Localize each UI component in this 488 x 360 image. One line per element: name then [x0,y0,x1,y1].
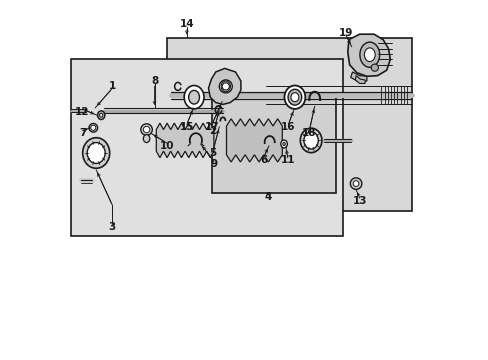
Text: 6: 6 [260,155,266,165]
Ellipse shape [364,48,374,62]
Circle shape [370,64,378,71]
Ellipse shape [143,135,149,143]
Polygon shape [355,76,365,84]
Circle shape [219,80,232,93]
Ellipse shape [359,42,379,67]
Circle shape [91,125,96,130]
Ellipse shape [184,86,203,109]
Circle shape [141,124,152,135]
Ellipse shape [300,128,321,153]
Text: 11: 11 [280,155,294,165]
Text: 13: 13 [352,196,366,206]
Polygon shape [350,72,366,82]
Polygon shape [167,38,411,211]
Text: 15: 15 [179,122,194,132]
Text: 5: 5 [209,148,216,158]
Circle shape [222,83,229,90]
Text: 3: 3 [108,222,116,232]
Ellipse shape [100,113,102,117]
Text: 8: 8 [151,76,158,86]
Text: 17: 17 [204,122,219,132]
Text: 12: 12 [75,107,90,117]
Text: 18: 18 [302,128,316,138]
Ellipse shape [284,86,305,109]
Ellipse shape [282,143,285,146]
Polygon shape [212,94,336,193]
Circle shape [352,181,358,186]
Text: 1: 1 [108,81,116,91]
Ellipse shape [188,90,199,104]
Text: 14: 14 [179,19,194,30]
Polygon shape [347,34,389,76]
Text: 19: 19 [338,28,352,38]
Text: 16: 16 [281,122,295,132]
Text: 4: 4 [264,192,271,202]
Ellipse shape [287,89,301,105]
Ellipse shape [280,140,287,148]
Text: 2: 2 [209,126,216,136]
Polygon shape [71,59,343,236]
Text: 7: 7 [79,128,86,138]
Ellipse shape [98,111,104,120]
Polygon shape [208,68,241,104]
Ellipse shape [303,132,318,149]
Circle shape [89,123,98,132]
Ellipse shape [87,143,105,163]
Ellipse shape [221,81,230,92]
Polygon shape [156,123,213,158]
Text: 10: 10 [160,141,174,151]
Text: 9: 9 [210,159,217,169]
Circle shape [143,126,149,133]
Ellipse shape [82,138,109,168]
Polygon shape [226,119,282,162]
Ellipse shape [290,93,298,102]
Circle shape [349,178,361,189]
